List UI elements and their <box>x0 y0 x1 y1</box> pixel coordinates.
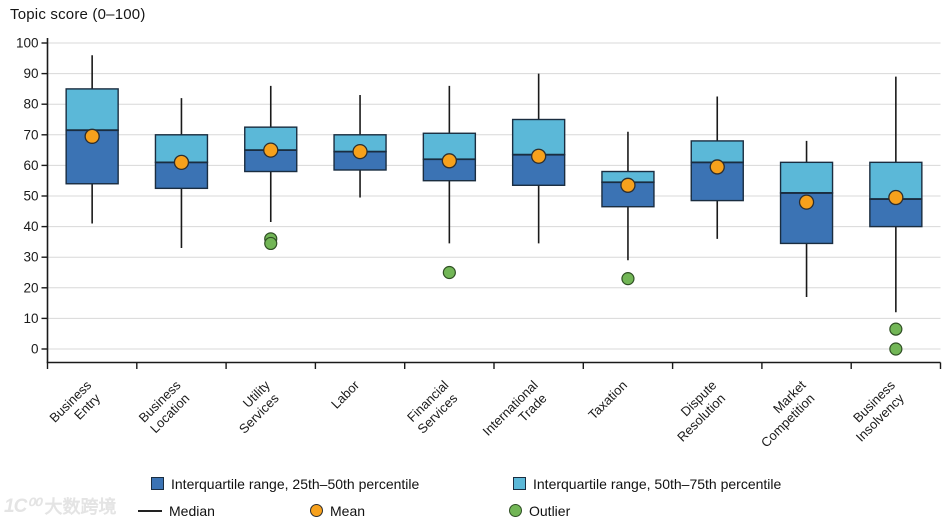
y-tick-label: 60 <box>23 158 38 173</box>
y-tick-label: 30 <box>23 250 38 265</box>
category-label: MarketCompetition <box>747 377 820 450</box>
category-label: Labor <box>328 377 363 412</box>
mean-dot <box>441 153 458 169</box>
category-label: BusinessInsolvency <box>842 377 909 444</box>
boxplot-market-competition <box>779 140 834 297</box>
category-label-line: Labor <box>328 377 363 412</box>
legend-mean-label: Mean <box>330 502 366 519</box>
mean-dot-icon <box>310 504 323 517</box>
iqr-50-75-box <box>690 140 744 164</box>
outlier-dot <box>889 322 903 336</box>
mean-dot <box>798 194 815 210</box>
category-label: FinancialServices <box>403 377 462 436</box>
y-tick-label: 0 <box>31 342 39 357</box>
legend-median-label: Median <box>169 502 215 519</box>
category-label: Taxation <box>585 378 630 423</box>
mean-dot <box>84 128 100 144</box>
iqr-50-75-swatch-icon <box>513 477 526 490</box>
category-label-line: Taxation <box>585 378 630 423</box>
boxplot-taxation <box>601 131 655 286</box>
outlier-dot-icon <box>509 504 522 517</box>
mean-dot <box>263 142 279 158</box>
boxplot-dispute-resolution <box>690 96 744 239</box>
boxplot-business-entry <box>65 55 119 224</box>
mean-dot <box>173 154 190 170</box>
legend-iqr-25-50-label: Interquartile range, 25th–50th percentil… <box>171 475 420 492</box>
outlier-dot <box>442 265 456 280</box>
category-label: BusinessEntry <box>46 377 105 436</box>
mean-dot <box>709 159 725 175</box>
mean-dot <box>620 177 636 193</box>
y-tick-label: 10 <box>23 311 38 326</box>
iqr-25-50-swatch-icon <box>151 477 164 490</box>
y-tick-label: 90 <box>23 66 38 81</box>
boxplot-international-trade <box>511 73 566 244</box>
y-tick-label: 40 <box>23 219 38 234</box>
legend-item-mean: Mean <box>310 502 365 519</box>
outlier-dot <box>889 342 903 356</box>
category-label: DisputeResolution <box>663 378 730 445</box>
iqr-50-75-box <box>779 161 834 194</box>
mean-dot <box>352 143 368 160</box>
median-line-icon <box>138 509 162 512</box>
category-label: UtilityServices <box>225 377 284 436</box>
mean-dot <box>888 189 904 206</box>
y-tick-label: 70 <box>23 127 38 142</box>
boxplot-business-insolvency <box>869 76 923 356</box>
watermark-logo-icon: 1Ϲ⁰⁰ <box>4 495 41 517</box>
chart-title: Topic score (0–100) <box>10 6 146 23</box>
y-tick-label: 20 <box>23 280 38 295</box>
legend-item-iqr-50-75: Interquartile range, 50th–75th percentil… <box>513 475 781 492</box>
legend-item-iqr-25-50: Interquartile range, 25th–50th percentil… <box>151 475 419 492</box>
boxplot-utility-services <box>244 85 298 251</box>
legend-outlier-label: Outlier <box>529 502 571 519</box>
boxplot-business-location <box>154 98 209 249</box>
y-tick-label: 50 <box>23 189 38 204</box>
watermark-text: 大数跨境 <box>44 497 117 517</box>
outlier-dot <box>264 236 278 251</box>
watermark: 1Ϲ⁰⁰ 大数跨境 <box>4 493 117 519</box>
legend-item-outlier: Outlier <box>509 502 570 519</box>
category-label: BusinessLocation <box>136 377 195 436</box>
boxplot-financial-services <box>422 85 477 280</box>
legend-item-median: Median <box>138 502 215 519</box>
outlier-dot <box>621 272 635 286</box>
y-tick-label: 100 <box>16 36 39 51</box>
iqr-50-75-box <box>65 88 119 131</box>
mean-dot <box>531 148 547 164</box>
boxplot-svg: 0 10 20 30 40 50 60 70 80 90 100 BusinessEntry Busin… <box>16 36 942 450</box>
y-tick-label: 80 <box>23 97 38 112</box>
category-label: InternationalTrade <box>480 377 552 449</box>
boxplot-labor <box>333 95 387 198</box>
legend-iqr-50-75-label: Interquartile range, 50th–75th percentil… <box>533 475 782 492</box>
